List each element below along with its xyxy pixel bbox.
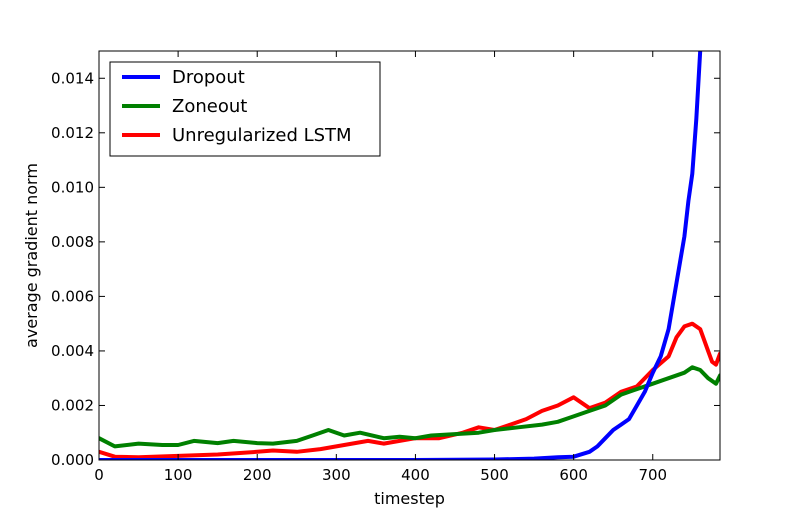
y-tick-label: 0.014 [51,69,94,87]
x-tick-label: 400 [401,466,430,484]
x-tick-label: 600 [559,466,588,484]
x-tick-label: 0 [94,466,104,484]
y-axis-label: average gradient norm [22,163,41,348]
legend: Dropout Zoneout Unregularized LSTM [109,61,381,157]
x-tick-label: 700 [638,466,667,484]
tick-layer: 0 100 200 300 400 500 600 700 0.000 0.002 0.004 0.0… [51,51,720,484]
x-tick-label: 100 [164,466,193,484]
y-tick-label: 0.012 [51,124,94,142]
legend-label: Unregularized LSTM [172,125,352,146]
plot-frame [98,50,721,461]
y-tick-label: 0.004 [51,342,94,360]
y-tick-label: 0.000 [51,451,94,469]
series-line-zoneout [99,365,720,449]
x-tick-label: 200 [243,466,272,484]
legend-label: Zoneout [172,96,247,117]
y-tick-label: 0.006 [51,287,94,305]
x-axis-label: timestep [374,489,445,508]
y-tick-label: 0.010 [51,178,94,196]
y-tick-label: 0.002 [51,396,94,414]
x-tick-label: 500 [480,466,509,484]
y-tick-label: 0.008 [51,233,94,251]
legend-label: Dropout [172,67,245,88]
x-tick-label: 300 [322,466,351,484]
